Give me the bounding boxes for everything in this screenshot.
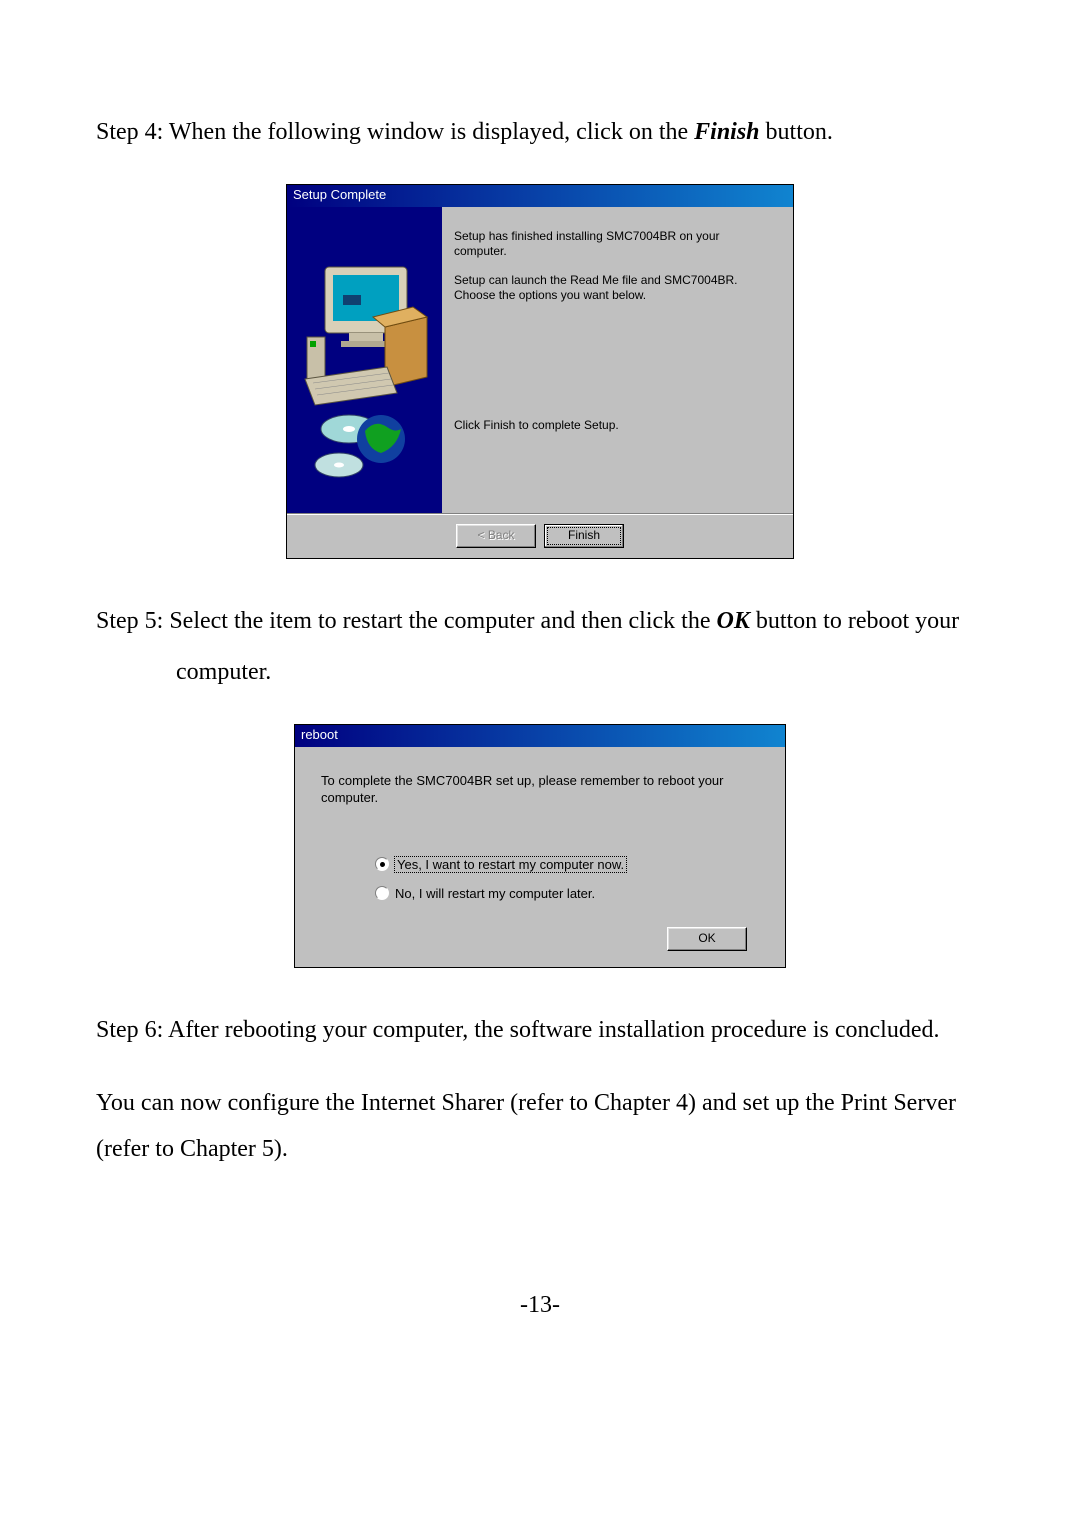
closing-text: You can now configure the Internet Share… [96,1081,984,1172]
setup-body: Setup has finished installing SMC7004BR … [287,207,793,513]
setup-footer: < Back Finish [287,513,793,558]
step4-prefix: Step 4: When the following window is dis… [96,119,694,145]
setup-sidebar-image [287,207,442,513]
radio-icon [375,886,389,900]
setup-line3: Click Finish to complete Setup. [454,418,619,433]
reboot-titlebar: reboot [295,725,785,747]
step4-text: Step 4: When the following window is dis… [96,110,984,156]
reboot-message: To complete the SMC7004BR set up, please… [321,773,759,807]
step4-suffix: button. [760,119,833,145]
step4-emph: Finish [694,119,759,145]
step5-suffix: button to reboot your [750,608,959,634]
setup-dialog-wrap: Setup Complete [96,184,984,559]
radio-restart-later[interactable]: No, I will restart my computer later. [375,886,759,901]
radio-restart-now[interactable]: Yes, I want to restart my computer now. [375,857,759,872]
setup-titlebar: Setup Complete [287,185,793,207]
setup-line2: Setup can launch the Read Me file and SM… [454,273,775,303]
radio-label-later: No, I will restart my computer later. [395,886,595,901]
step5-prefix: Step 5: Select the item to restart the c… [96,608,716,634]
reboot-dialog: reboot To complete the SMC7004BR set up,… [294,724,786,968]
step6-text: Step 6: After rebooting your computer, t… [96,1008,984,1054]
reboot-dialog-wrap: reboot To complete the SMC7004BR set up,… [96,724,984,968]
finish-button[interactable]: Finish [544,524,624,548]
setup-right-panel: Setup has finished installing SMC7004BR … [442,207,793,513]
setup-complete-dialog: Setup Complete [286,184,794,559]
radio-label-now: Yes, I want to restart my computer now. [395,857,626,872]
reboot-body: To complete the SMC7004BR set up, please… [295,747,785,967]
document-page: Step 4: When the following window is dis… [0,0,1080,1379]
page-number: -13- [96,1292,984,1319]
reboot-footer: OK [321,927,759,951]
step5-line2: computer. [96,650,984,696]
back-button: < Back [456,524,536,548]
setup-line1: Setup has finished installing SMC7004BR … [454,229,775,259]
radio-icon [375,857,389,871]
step5-text: Step 5: Select the item to restart the c… [96,599,984,645]
ok-button[interactable]: OK [667,927,747,951]
computer-icon [287,207,442,513]
step5-emph: OK [716,608,749,634]
